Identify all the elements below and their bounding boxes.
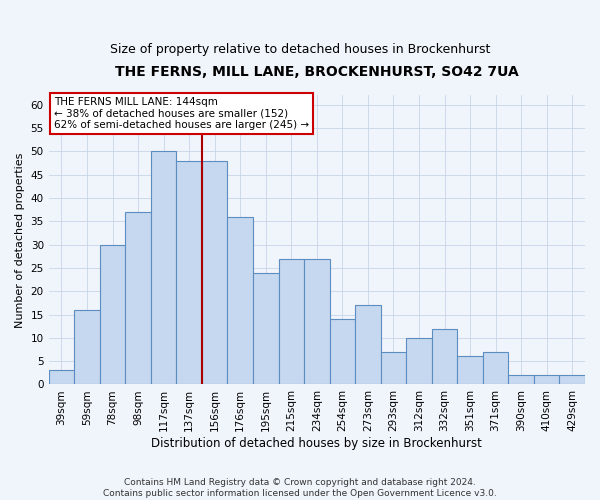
Bar: [329, 319, 355, 384]
Text: THE FERNS MILL LANE: 144sqm
← 38% of detached houses are smaller (152)
62% of se: THE FERNS MILL LANE: 144sqm ← 38% of det…: [54, 97, 309, 130]
Bar: [74, 310, 100, 384]
Text: Contains HM Land Registry data © Crown copyright and database right 2024.
Contai: Contains HM Land Registry data © Crown c…: [103, 478, 497, 498]
Bar: [432, 328, 457, 384]
Bar: [304, 258, 329, 384]
Bar: [355, 305, 380, 384]
Bar: [559, 375, 585, 384]
Bar: [406, 338, 432, 384]
Bar: [278, 258, 304, 384]
Title: THE FERNS, MILL LANE, BROCKENHURST, SO42 7UA: THE FERNS, MILL LANE, BROCKENHURST, SO42…: [115, 65, 519, 79]
Bar: [534, 375, 559, 384]
Bar: [151, 152, 176, 384]
Bar: [508, 375, 534, 384]
Bar: [253, 272, 278, 384]
Bar: [227, 216, 253, 384]
Bar: [483, 352, 508, 384]
Bar: [100, 244, 125, 384]
Bar: [125, 212, 151, 384]
Bar: [202, 160, 227, 384]
Bar: [457, 356, 483, 384]
Bar: [176, 160, 202, 384]
X-axis label: Distribution of detached houses by size in Brockenhurst: Distribution of detached houses by size …: [151, 437, 482, 450]
Bar: [380, 352, 406, 384]
Text: Size of property relative to detached houses in Brockenhurst: Size of property relative to detached ho…: [110, 42, 490, 56]
Bar: [49, 370, 74, 384]
Y-axis label: Number of detached properties: Number of detached properties: [15, 152, 25, 328]
